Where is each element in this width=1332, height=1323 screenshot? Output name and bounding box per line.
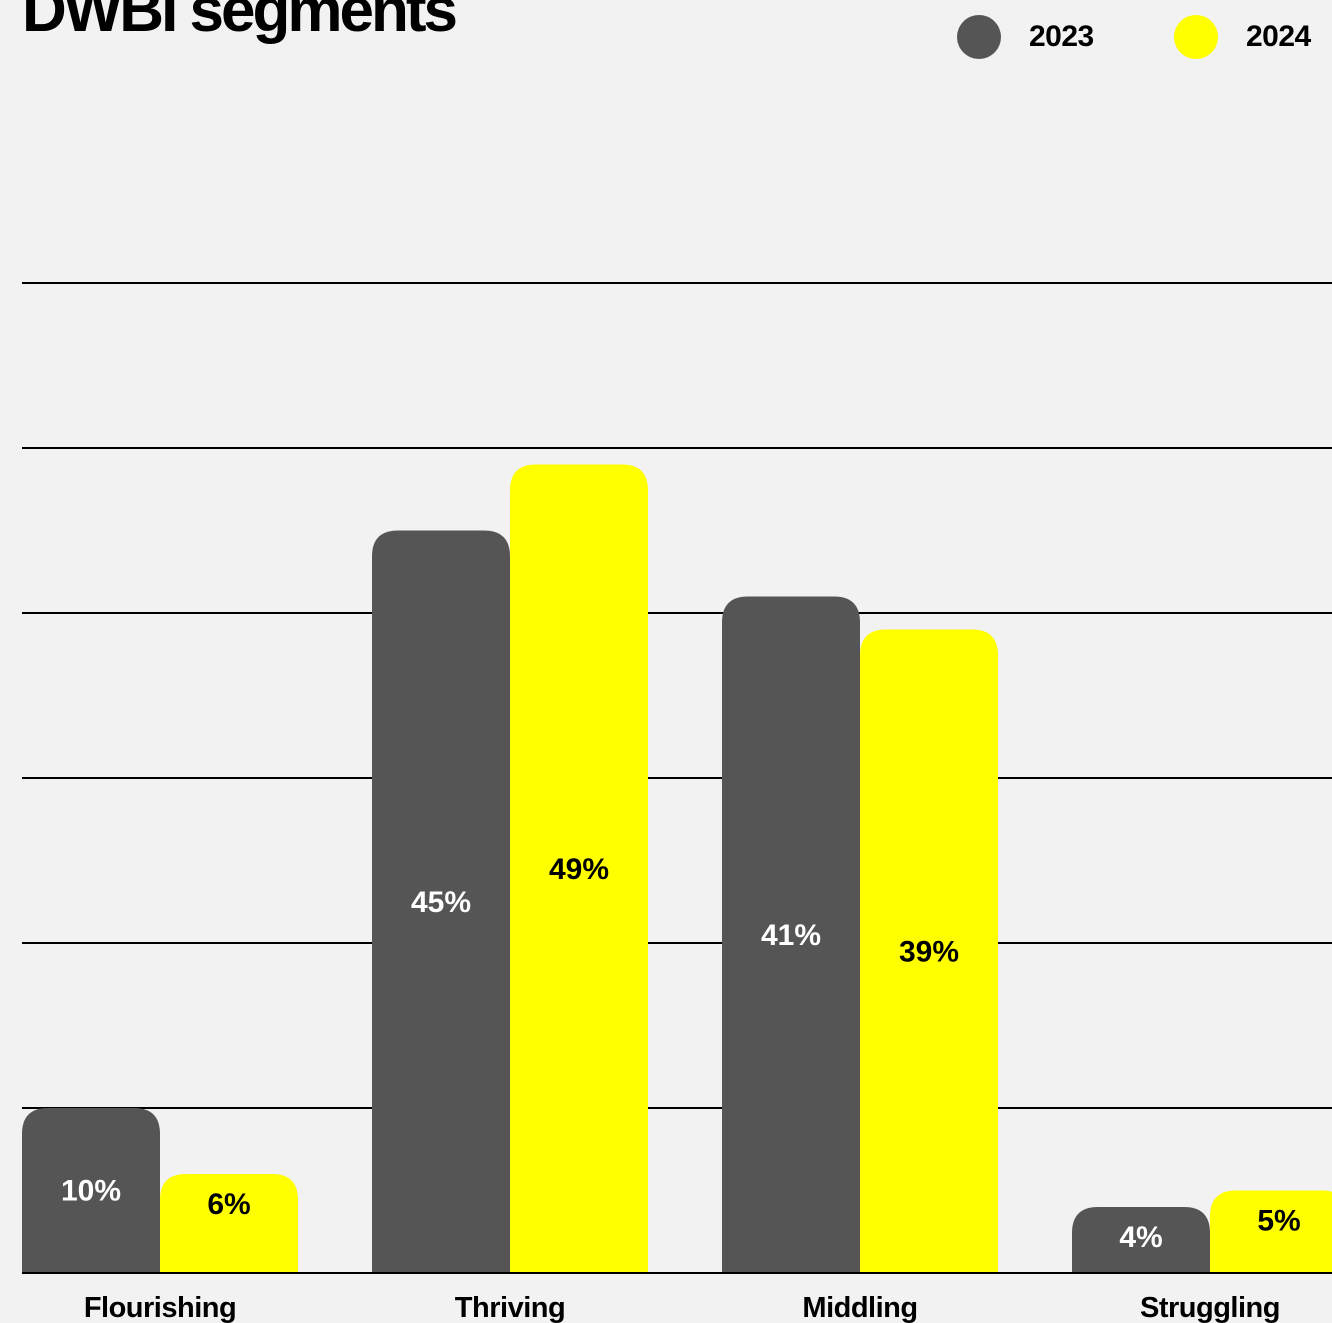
bar-flourishing-2023 xyxy=(22,1108,160,1273)
data-label-thriving-2023: 45% xyxy=(411,886,471,919)
category-label-thriving: Thriving xyxy=(455,1292,565,1323)
data-label-struggling-2023: 4% xyxy=(1119,1221,1162,1254)
legend-label-2024: 2024 xyxy=(1246,20,1311,53)
legend-swatch-2024 xyxy=(1174,15,1218,59)
bar-struggling-2024 xyxy=(1210,1190,1332,1273)
data-label-thriving-2024: 49% xyxy=(549,853,609,886)
legend-swatch-2023 xyxy=(957,15,1001,59)
bar-middling-2023 xyxy=(722,596,860,1273)
bar-thriving-2023 xyxy=(372,530,510,1273)
bar-middling-2024 xyxy=(860,629,998,1273)
data-label-flourishing-2023: 10% xyxy=(61,1175,121,1208)
chart-title: DWBI segments xyxy=(22,0,458,45)
category-label-flourishing: Flourishing xyxy=(84,1292,236,1323)
gridlines xyxy=(22,282,1332,1109)
legend-item-2024: 2024 xyxy=(1174,14,1311,60)
category-label-struggling: Struggling xyxy=(1140,1292,1280,1323)
category-label-middling: Middling xyxy=(802,1292,917,1323)
bar-flourishing-2024 xyxy=(160,1174,298,1273)
bar-thriving-2024 xyxy=(510,464,648,1273)
legend-label-2023: 2023 xyxy=(1029,20,1094,53)
legend-item-2023: 2023 xyxy=(957,14,1094,60)
data-label-flourishing-2024: 6% xyxy=(207,1188,250,1221)
data-label-middling-2023: 41% xyxy=(761,919,821,952)
bars: 10% 6% 45% 49% 41% 39% 4% 5% xyxy=(22,464,1332,1273)
bar-struggling-2023 xyxy=(1072,1207,1210,1273)
data-label-struggling-2024: 5% xyxy=(1257,1205,1300,1238)
data-label-middling-2024: 39% xyxy=(899,935,959,968)
